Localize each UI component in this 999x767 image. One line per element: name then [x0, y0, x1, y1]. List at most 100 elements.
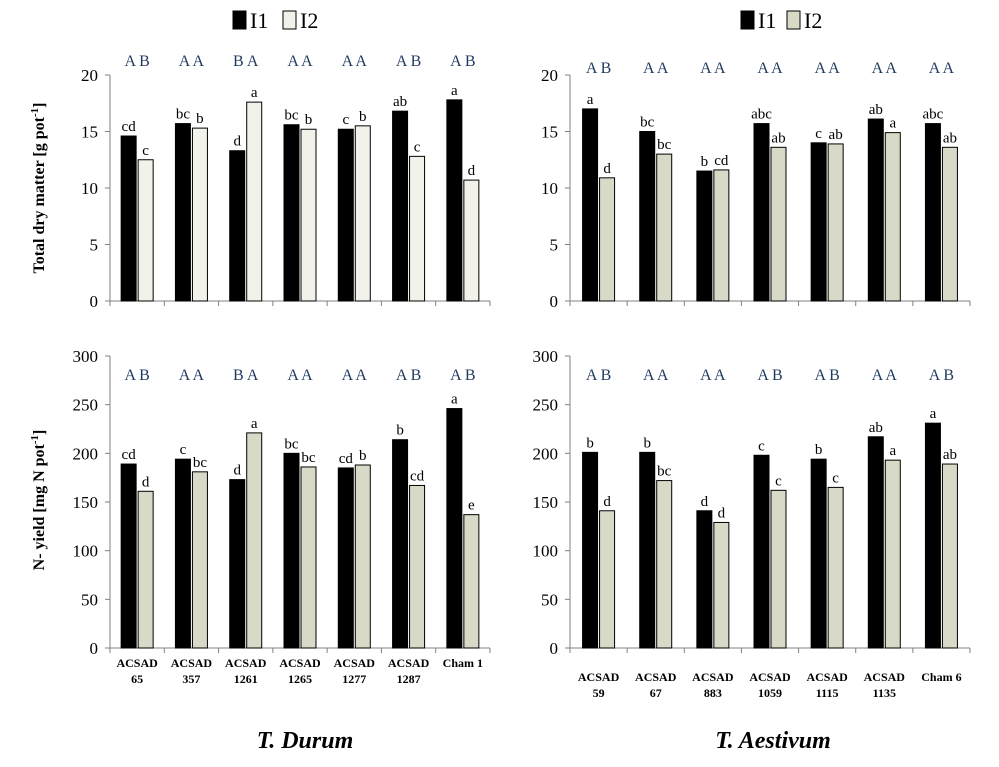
significance-letter: bc [657, 137, 672, 153]
group-letters: A B [757, 367, 782, 384]
bar-i1 [924, 123, 941, 302]
significance-letter: cd [122, 119, 137, 135]
significance-letter: a [251, 85, 258, 101]
group-letters: A B [929, 367, 954, 384]
bar-i1 [924, 422, 941, 649]
group-letters: A B [450, 367, 475, 384]
legend-swatch-i1 [740, 10, 755, 30]
x-tick-label: 1261 [234, 672, 258, 686]
y-tick-label: 150 [533, 493, 559, 512]
bar-i1 [446, 408, 463, 649]
significance-letter: bc [176, 107, 191, 123]
group-letters: A B [586, 60, 611, 77]
group-letters: A B [124, 367, 149, 384]
legend-swatch-i2 [786, 10, 801, 30]
significance-letter: b [305, 112, 313, 128]
bar-i2 [246, 101, 263, 302]
bar-i1 [639, 451, 656, 649]
y-tick-label: 20 [541, 66, 558, 85]
bar-i1 [174, 458, 191, 649]
significance-letter: e [468, 498, 475, 514]
group-letters: A A [700, 60, 726, 77]
significance-letter: c [775, 473, 782, 489]
legend-left: I1 I2 [232, 8, 318, 33]
significance-letter: c [832, 470, 839, 486]
group-letters: A A [643, 60, 669, 77]
bar-i1 [120, 135, 137, 302]
bar-i2 [941, 463, 958, 649]
group-letters: A A [287, 367, 313, 384]
bar-i2 [941, 146, 958, 302]
bar-i2 [770, 146, 787, 302]
y-tick-label: 300 [533, 347, 559, 366]
significance-letter: d [233, 134, 241, 150]
bar-i2 [656, 153, 673, 302]
bar-i1 [582, 451, 599, 649]
significance-letter: a [451, 83, 458, 99]
y-tick-label: 0 [90, 639, 99, 658]
significance-letter: bc [284, 108, 299, 124]
group-letters: A A [757, 60, 783, 77]
significance-letter: bc [657, 464, 672, 480]
bar-i2 [137, 490, 154, 649]
legend-swatch-i1 [232, 10, 247, 30]
group-letters: A A [929, 60, 955, 77]
y-tick-label: 200 [533, 444, 559, 463]
significance-letter: bc [640, 115, 655, 131]
significance-letter: d [603, 161, 611, 177]
y-tick-label: 10 [541, 179, 558, 198]
bar-i2 [191, 471, 208, 649]
group-letters: A B [450, 53, 475, 70]
bar-i1 [696, 510, 713, 649]
significance-letter: d [718, 505, 726, 521]
bar-i2 [463, 514, 480, 649]
significance-letter: cd [714, 153, 729, 169]
group-letters: A A [287, 53, 313, 70]
x-tick-label: Cham 6 [921, 670, 961, 684]
bar-i2 [300, 128, 317, 302]
significance-letter: ab [943, 130, 957, 146]
significance-letter: c [180, 442, 187, 458]
legend-label-i1: I1 [758, 8, 776, 33]
group-letters: A B [396, 53, 421, 70]
bar-i2 [191, 127, 208, 302]
y-tick-label: 5 [90, 236, 99, 255]
bar-i1 [120, 463, 137, 649]
group-letters: A B [814, 367, 839, 384]
significance-letter: a [451, 392, 458, 408]
group-letters: B A [233, 53, 259, 70]
y-axis-label-dry-matter: Total dry matter [g pot-1] [29, 103, 48, 274]
x-tick-label: 357 [182, 672, 200, 686]
bar-i1 [696, 170, 713, 302]
group-letters: A B [396, 367, 421, 384]
group-letters: A A [872, 60, 898, 77]
bar-i2 [463, 179, 480, 302]
y-tick-label: 5 [550, 236, 559, 255]
group-letters: A A [342, 367, 368, 384]
y-tick-label: 20 [81, 66, 98, 85]
significance-letter: abc [923, 107, 944, 123]
bar-i2 [713, 521, 730, 649]
legend-label-i2: I2 [804, 8, 822, 33]
y-tick-label: 100 [533, 542, 559, 561]
legend-label-i1: I1 [250, 8, 268, 33]
bar-i2 [884, 459, 901, 649]
bar-i1 [229, 150, 246, 302]
significance-letter: ab [869, 102, 883, 118]
bar-i1 [867, 436, 884, 649]
significance-letter: b [643, 435, 651, 451]
group-letters: A B [124, 53, 149, 70]
significance-letter: b [196, 111, 204, 127]
y-tick-label: 10 [81, 179, 98, 198]
bar-i2 [713, 169, 730, 302]
y-tick-label: 150 [73, 493, 99, 512]
bar-i1 [229, 479, 246, 649]
significance-letter: c [142, 143, 149, 159]
bar-i2 [599, 177, 616, 302]
y-tick-label: 250 [533, 396, 559, 415]
legend-swatch-i2 [282, 10, 297, 30]
bar-i1 [810, 142, 827, 302]
